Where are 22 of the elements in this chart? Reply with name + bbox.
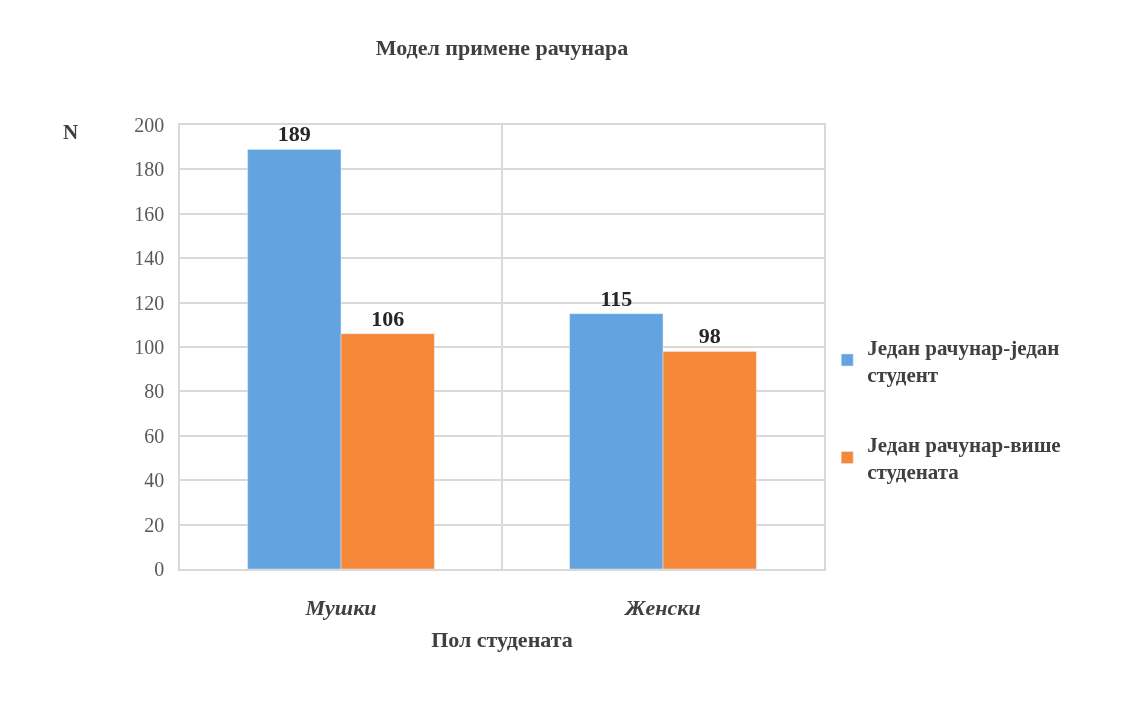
y-tick-label: 80 <box>144 380 165 403</box>
y-tick-label: 20 <box>144 513 165 536</box>
y-tick-label: 40 <box>144 469 165 492</box>
y-tick-label: 100 <box>134 336 165 358</box>
legend-label: Један рачунар-један студент <box>867 335 1060 387</box>
data-label: 115 <box>600 285 633 311</box>
data-label: 189 <box>277 121 311 147</box>
y-tick-label: 180 <box>134 158 165 181</box>
x-tick-label: Женски <box>623 595 701 621</box>
legend-label: Један рачунар-више студената <box>867 433 1061 485</box>
chart-title: Модел примене рачунара <box>375 34 629 60</box>
data-label: 98 <box>698 323 721 349</box>
y-tick-label: 160 <box>134 202 165 225</box>
data-label: 106 <box>371 305 405 331</box>
y-axis-title: N <box>63 120 79 144</box>
x-axis-title: Пол студената <box>431 626 573 652</box>
y-tick-label: 120 <box>134 291 165 314</box>
y-tick-label: 200 <box>134 114 165 136</box>
y-tick-label: 60 <box>144 424 165 447</box>
y-tick-label: 0 <box>154 558 165 580</box>
x-tick-label: Мушки <box>304 595 377 621</box>
y-tick-label: 140 <box>134 247 165 270</box>
